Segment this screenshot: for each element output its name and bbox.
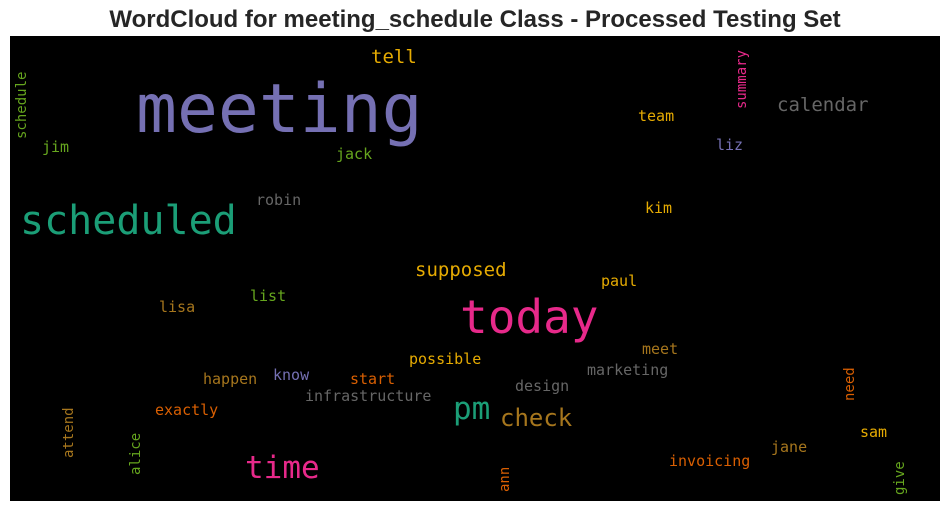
chart-title: WordCloud for meeting_schedule Class - P…: [109, 6, 841, 33]
word-scheduled: scheduled: [20, 198, 237, 244]
wordcloud-canvas: meeting scheduled today time pm check calendar…: [10, 36, 940, 501]
word-sam: sam: [860, 423, 887, 441]
word-meeting: meeting: [136, 70, 423, 149]
word-kim: kim: [645, 199, 672, 217]
word-need: need: [842, 367, 858, 401]
word-summary: summary: [734, 50, 750, 109]
word-liz: liz: [716, 136, 743, 154]
word-team: team: [638, 107, 674, 125]
word-list: list: [250, 287, 286, 305]
word-give: give: [892, 461, 908, 495]
word-tell: tell: [371, 46, 417, 68]
word-jane: jane: [771, 438, 807, 456]
word-happen: happen: [203, 370, 257, 388]
word-marketing: marketing: [587, 361, 668, 379]
word-attend: attend: [61, 407, 77, 458]
word-ann: ann: [497, 467, 513, 492]
word-calendar: calendar: [777, 94, 869, 116]
word-supposed: supposed: [415, 259, 507, 281]
word-infrastructure: infrastructure: [305, 387, 431, 405]
word-possible: possible: [409, 350, 481, 368]
word-robin: robin: [256, 191, 301, 209]
word-invoicing: invoicing: [669, 452, 750, 470]
word-paul: paul: [601, 272, 637, 290]
word-pm: pm: [453, 391, 490, 427]
word-time: time: [245, 450, 320, 486]
word-schedule: schedule: [14, 72, 30, 139]
word-jim: jim: [42, 138, 69, 156]
word-today: today: [460, 290, 598, 344]
word-alice: alice: [128, 433, 144, 475]
word-know: know: [273, 366, 310, 384]
word-exactly: exactly: [155, 401, 218, 419]
word-start: start: [350, 370, 395, 388]
word-design: design: [515, 377, 569, 395]
word-lisa: lisa: [159, 298, 195, 316]
wordcloud-svg: meeting scheduled today time pm check calendar…: [14, 46, 908, 495]
word-jack: jack: [336, 145, 372, 163]
word-check: check: [500, 404, 573, 432]
word-meet: meet: [642, 340, 678, 358]
